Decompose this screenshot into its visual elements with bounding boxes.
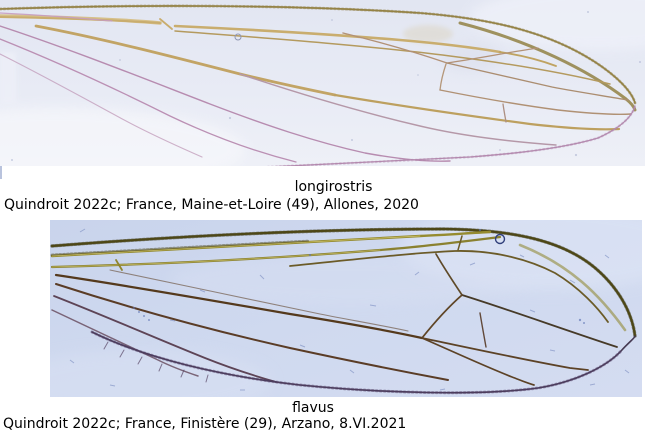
air-bubble-icon xyxy=(234,33,242,41)
wing-photo-longirostris xyxy=(0,0,645,166)
subcosta-vein xyxy=(0,12,557,67)
wing-photo-flavus xyxy=(50,220,642,397)
wing-illustration-longirostris xyxy=(0,0,645,166)
air-bubble-icon xyxy=(494,233,506,245)
medial-veins xyxy=(54,269,589,386)
wing-illustration-flavus xyxy=(50,220,642,397)
record-line: Quindroit 2022c; France, Finistère (29),… xyxy=(3,416,407,432)
record-line: Quindroit 2022c; France, Maine-et-Loire … xyxy=(4,197,419,213)
photo-background xyxy=(0,0,645,166)
radial-veins xyxy=(34,24,632,131)
scan-edge-artifact xyxy=(0,166,2,179)
radial-veins xyxy=(50,235,618,348)
cubital-anal-veins xyxy=(51,283,449,383)
medial-veins xyxy=(239,73,557,146)
subcosta-vein xyxy=(50,230,492,258)
debris-specks xyxy=(11,11,641,161)
costa-vein xyxy=(0,4,637,112)
species-label: flavus xyxy=(292,400,334,416)
wing-margin xyxy=(90,330,636,395)
anal-veins xyxy=(0,25,451,163)
species-label: longirostris xyxy=(294,179,373,195)
wing-margin xyxy=(267,104,637,166)
debris-dots xyxy=(133,228,585,324)
costa-vein xyxy=(50,227,637,338)
debris-specks xyxy=(69,228,630,391)
